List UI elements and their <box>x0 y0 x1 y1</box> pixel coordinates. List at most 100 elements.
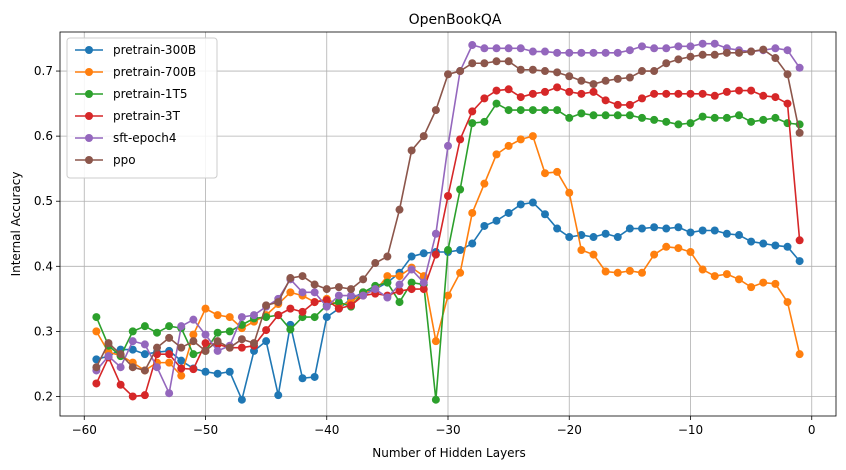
data-point-pretrain-3t <box>589 87 598 96</box>
data-point-ppo <box>674 55 683 64</box>
legend-label: pretrain-3T <box>113 109 181 123</box>
data-point-pretrain-300b <box>262 337 271 346</box>
data-point-ppo <box>201 346 210 355</box>
data-point-pretrain-3t <box>165 350 174 359</box>
data-point-pretrain-300b <box>310 372 319 381</box>
data-point-pretrain-700b <box>650 250 659 259</box>
data-point-pretrain-1t5 <box>735 111 743 120</box>
data-point-ppo <box>165 333 174 342</box>
data-point-ppo <box>662 59 671 68</box>
data-point-pretrain-1t5 <box>565 113 574 122</box>
data-point-ppo <box>541 67 549 76</box>
data-point-sft-epoch4 <box>468 41 477 50</box>
data-point-sft-epoch4 <box>213 346 222 355</box>
data-point-pretrain-3t <box>795 236 804 245</box>
data-point-pretrain-700b <box>638 268 646 277</box>
data-point-pretrain-3t <box>322 296 331 305</box>
data-point-pretrain-3t <box>431 250 440 259</box>
data-point-pretrain-300b <box>589 233 598 242</box>
data-point-ppo <box>128 363 137 372</box>
data-point-pretrain-3t <box>286 304 295 313</box>
data-point-pretrain-1t5 <box>722 113 731 122</box>
data-point-ppo <box>250 339 258 348</box>
data-point-pretrain-1t5 <box>613 111 622 120</box>
data-point-pretrain-3t <box>492 86 501 95</box>
data-point-ppo <box>735 48 743 57</box>
legend: pretrain-300B pretrain-700B pretrain-1T5 pr… <box>66 37 218 179</box>
data-point-pretrain-700b <box>686 247 695 256</box>
data-point-pretrain-300b <box>565 233 574 242</box>
data-point-pretrain-1t5 <box>638 113 646 122</box>
data-point-ppo <box>783 70 792 79</box>
data-point-sft-epoch4 <box>541 47 549 56</box>
data-point-ppo <box>613 74 622 83</box>
data-point-pretrain-300b <box>407 252 416 261</box>
data-point-pretrain-3t <box>771 93 780 102</box>
data-point-pretrain-1t5 <box>577 109 586 118</box>
x-tick-label: −20 <box>557 423 582 437</box>
data-point-pretrain-3t <box>601 96 610 105</box>
data-point-pretrain-700b <box>468 208 477 217</box>
data-point-pretrain-700b <box>213 311 222 320</box>
legend-swatch-marker <box>85 46 93 54</box>
data-point-ppo <box>237 335 246 344</box>
data-point-pretrain-1t5 <box>468 119 477 128</box>
data-point-sft-epoch4 <box>480 44 489 53</box>
data-point-ppo <box>528 65 537 74</box>
data-point-sft-epoch4 <box>492 44 501 53</box>
data-point-pretrain-700b <box>735 275 743 284</box>
data-point-pretrain-300b <box>638 224 646 233</box>
data-point-pretrain-300b <box>747 237 756 246</box>
data-point-pretrain-700b <box>698 265 707 274</box>
data-point-pretrain-1t5 <box>662 117 671 126</box>
data-point-pretrain-3t <box>686 89 695 98</box>
data-point-ppo <box>577 76 586 85</box>
data-point-sft-epoch4 <box>177 322 186 331</box>
data-point-pretrain-300b <box>237 395 246 404</box>
data-point-pretrain-300b <box>274 391 283 400</box>
data-point-pretrain-300b <box>213 369 222 378</box>
data-point-pretrain-3t <box>553 83 562 92</box>
data-point-ppo <box>795 128 804 137</box>
data-point-pretrain-300b <box>795 257 804 266</box>
legend-label: ppo <box>113 153 136 167</box>
data-point-pretrain-700b <box>771 279 780 288</box>
data-point-sft-epoch4 <box>298 288 307 297</box>
data-point-pretrain-3t <box>735 86 743 95</box>
data-point-pretrain-300b <box>528 198 537 207</box>
data-point-sft-epoch4 <box>431 229 440 238</box>
data-point-pretrain-300b <box>601 229 610 238</box>
data-point-ppo <box>177 343 186 352</box>
data-point-sft-epoch4 <box>201 330 210 339</box>
data-point-ppo <box>456 67 465 76</box>
data-point-pretrain-300b <box>759 239 768 248</box>
data-point-ppo <box>213 337 222 346</box>
data-point-pretrain-3t <box>189 365 198 374</box>
data-point-pretrain-700b <box>565 188 574 197</box>
data-point-sft-epoch4 <box>698 39 707 48</box>
data-point-pretrain-1t5 <box>528 106 537 115</box>
data-point-pretrain-1t5 <box>334 298 343 307</box>
data-point-pretrain-3t <box>650 89 659 98</box>
data-point-pretrain-700b <box>577 246 586 255</box>
data-point-pretrain-1t5 <box>771 113 780 122</box>
data-point-pretrain-3t <box>419 285 428 294</box>
data-point-pretrain-1t5 <box>213 328 222 337</box>
data-point-sft-epoch4 <box>322 302 331 311</box>
data-point-sft-epoch4 <box>347 291 355 300</box>
data-point-pretrain-1t5 <box>165 322 174 331</box>
data-point-pretrain-1t5 <box>444 246 452 255</box>
data-point-pretrain-700b <box>444 291 452 300</box>
y-tick-label: 0.3 <box>34 324 53 338</box>
data-point-pretrain-3t <box>334 304 343 313</box>
data-point-pretrain-1t5 <box>504 106 513 115</box>
data-point-pretrain-1t5 <box>262 313 271 322</box>
data-point-pretrain-700b <box>601 267 610 276</box>
legend-swatch-marker <box>85 134 93 142</box>
data-point-pretrain-3t <box>468 107 477 116</box>
data-point-pretrain-700b <box>662 242 671 251</box>
data-point-pretrain-1t5 <box>395 298 404 307</box>
data-point-sft-epoch4 <box>516 44 525 53</box>
data-point-ppo <box>747 47 756 56</box>
data-point-sft-epoch4 <box>589 48 598 57</box>
